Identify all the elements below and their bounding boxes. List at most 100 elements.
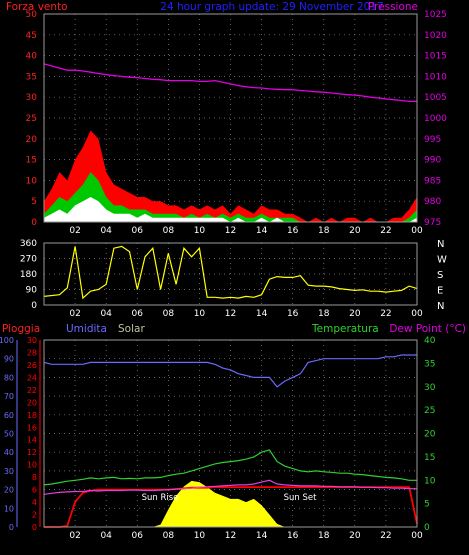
wind-axis-title: Forza vento: [6, 1, 68, 13]
wind-x-tick-label: 14: [256, 226, 268, 236]
wind-x-tick-label: 02: [69, 226, 80, 236]
rain-axis-title: Pioggia: [2, 323, 40, 335]
direction-x-tick-label: 18: [318, 309, 330, 319]
pressure-y-tick-label: 1000: [424, 114, 447, 124]
pressure-y-tick-label: 1020: [424, 31, 447, 41]
temperature-y-tick-label: 10: [424, 476, 436, 486]
pressure-y-tick-label: 1015: [424, 52, 447, 62]
rain-y-tick-label: 2: [32, 511, 37, 520]
wind-frame: [43, 13, 418, 223]
wind-y-tick-label: 10: [26, 176, 38, 186]
lower-x-tick-label: 12: [225, 531, 236, 541]
humidity-legend-label: Umidita: [66, 323, 107, 335]
direction-x-tick-label: 10: [194, 309, 206, 319]
temperature-y-tick-label: 15: [424, 453, 435, 463]
pressure-y-tick-label: 990: [424, 156, 441, 166]
rain-y-tick-label: 26: [27, 361, 37, 370]
humidity-y-tick-label: 50: [4, 430, 14, 439]
rain-y-tick-label: 20: [27, 398, 37, 407]
humidity-y-tick-label: 40: [4, 448, 14, 457]
rain-y-tick-label: 10: [27, 461, 37, 470]
temperature-y-tick-label: 0: [424, 523, 430, 533]
wind-y-tick-label: 35: [26, 72, 37, 82]
direction-x-tick-label: 04: [100, 309, 112, 319]
temperature-y-tick-label: 25: [424, 406, 435, 416]
lower-x-tick-label: 02: [69, 531, 80, 541]
rain-y-tick-label: 8: [32, 473, 37, 482]
wind-x-tick-label: 22: [380, 226, 391, 236]
temperature-y-tick-label: 40: [424, 336, 436, 346]
humidity-y-tick-label: 100: [0, 336, 14, 345]
rain-y-tick-label: 30: [27, 336, 37, 345]
direction-y-tick-label: 180: [20, 270, 37, 280]
wind-direction-line: [43, 245, 418, 300]
rain-y-tick-label: 22: [27, 386, 37, 395]
temperature-y-tick-label: 5: [424, 500, 430, 510]
pressure-axis-title: Pressione: [368, 1, 418, 13]
wind-y-tick-label: 45: [26, 31, 37, 41]
wind-y-tick-label: 30: [26, 93, 38, 103]
humidity-y-tick-label: 60: [4, 411, 14, 420]
lower-x-tick-label: 14: [256, 531, 268, 541]
direction-x-tick-label: 06: [132, 309, 144, 319]
humidity-y-tick-label: 30: [4, 467, 14, 476]
wind-y-tick-label: 15: [26, 156, 37, 166]
rain-y-tick-label: 28: [27, 348, 37, 357]
humidity-y-tick-label: 0: [9, 523, 14, 532]
rain-y-tick-label: 0: [32, 523, 37, 532]
direction-y-tick-label: 90: [26, 286, 38, 296]
lower-x-tick-label: 22: [380, 531, 391, 541]
wind-y-tick-label: 5: [31, 197, 37, 207]
lower-x-tick-label: 00: [411, 531, 423, 541]
direction-x-tick-label: 14: [256, 309, 268, 319]
wind-x-tick-label: 16: [287, 226, 299, 236]
rain-y-tick-label: 6: [32, 486, 37, 495]
humidity-y-tick-label: 90: [4, 355, 14, 364]
wind-y-tick-label: 40: [26, 52, 38, 62]
temperature-line: [43, 449, 417, 486]
pressure-line: [43, 63, 417, 103]
direction-y-tick-label: 0: [31, 301, 37, 311]
wind-y-tick-label: 25: [26, 114, 37, 124]
direction-x-tick-label: 12: [225, 309, 236, 319]
pressure-y-tick-label: 995: [424, 135, 441, 145]
direction-x-tick-label: 00: [411, 309, 423, 319]
dewpoint-legend-label: Dew Point (°C): [389, 323, 466, 335]
humidity-y-tick-label: 80: [4, 373, 14, 382]
wind-y-tick-label: 0: [31, 218, 37, 228]
solar-legend-label: Solar: [118, 323, 145, 335]
lower-frame: [43, 339, 418, 528]
pressure-y-tick-label: 975: [424, 218, 441, 228]
compass-label: E: [437, 286, 443, 297]
temperature-humidity-panel: 02 04 06 08 10 12 14 16 18 20 22 000102030405060708…: [0, 336, 436, 541]
wind-y-tick-label: 50: [26, 10, 38, 20]
sunrise-label: Sun Rise: [142, 493, 179, 503]
temperature-y-tick-label: 20: [424, 430, 436, 440]
wind-x-tick-label: 00: [411, 226, 423, 236]
wind-x-tick-label: 20: [349, 226, 361, 236]
direction-x-tick-label: 02: [69, 309, 80, 319]
lower-x-tick-label: 16: [287, 531, 299, 541]
lower-x-tick-label: 10: [194, 531, 206, 541]
direction-x-tick-label: 16: [287, 309, 299, 319]
pressure-y-tick-label: 1025: [424, 10, 447, 20]
rain-y-tick-label: 18: [27, 411, 37, 420]
temperature-y-tick-label: 30: [424, 383, 436, 393]
lower-x-tick-label: 08: [163, 531, 175, 541]
temperature-legend-label: Temperatura: [311, 323, 379, 335]
rain-y-tick-label: 14: [27, 436, 37, 445]
wind-x-tick-label: 06: [132, 226, 144, 236]
direction-y-tick-label: 270: [20, 255, 37, 265]
lower-x-tick-label: 04: [100, 531, 112, 541]
wind-gust-area: [44, 130, 417, 222]
compass-label: W: [437, 255, 447, 266]
rain-y-tick-label: 16: [27, 423, 37, 432]
compass-label: S: [437, 270, 443, 281]
rain-y-tick-label: 12: [27, 448, 37, 457]
pressure-y-tick-label: 985: [424, 176, 441, 186]
direction-frame: [43, 242, 418, 306]
pressure-y-tick-label: 1005: [424, 93, 447, 103]
pressure-y-tick-label: 1010: [424, 72, 447, 82]
wind-x-tick-label: 04: [100, 226, 112, 236]
direction-x-tick-label: 22: [380, 309, 391, 319]
